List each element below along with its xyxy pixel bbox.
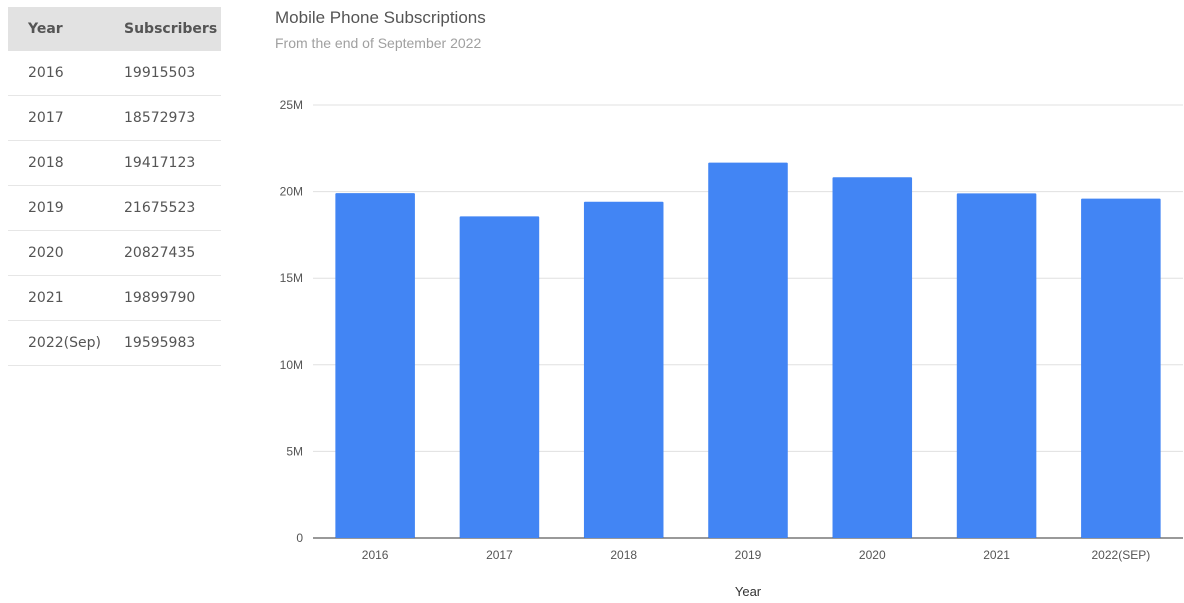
table-header-row: Year Subscribers: [8, 7, 221, 51]
bar: [583, 201, 664, 538]
table-row: 2021 19899790: [8, 275, 221, 321]
column-header-year: Year: [8, 7, 124, 51]
x-tick-label: 2020: [859, 548, 886, 562]
table-row: 2017 18572973: [8, 95, 221, 141]
subscribers-cell: 19595983: [124, 320, 221, 366]
table-row: 2020 20827435: [8, 230, 221, 276]
year-cell: 2020: [8, 230, 124, 276]
bar: [956, 193, 1037, 538]
year-cell: 2021: [8, 275, 124, 321]
year-cell: 2016: [8, 51, 124, 96]
table-row: 2016 19915503: [8, 51, 221, 96]
subscribers-cell: 18572973: [124, 95, 221, 141]
x-tick-label: 2022(SEP): [1092, 548, 1151, 562]
y-tick-label: 20M: [280, 185, 303, 199]
y-tick-label: 0: [296, 531, 303, 545]
year-cell: 2019: [8, 185, 124, 231]
table-row: 2019 21675523: [8, 185, 221, 231]
subscribers-cell: 20827435: [124, 230, 221, 276]
column-header-subscribers: Subscribers: [124, 7, 221, 51]
year-cell: 2017: [8, 95, 124, 141]
y-tick-label: 5M: [286, 444, 303, 458]
x-tick-label: 2016: [362, 548, 389, 562]
x-axis-title: Year: [735, 584, 762, 599]
y-tick-label: 25M: [280, 98, 303, 112]
year-cell: 2022(Sep): [8, 320, 124, 366]
y-tick-label: 10M: [280, 358, 303, 372]
chart-subtitle: From the end of September 2022: [275, 35, 482, 51]
bar: [708, 162, 788, 538]
year-cell: 2018: [8, 140, 124, 186]
subscribers-cell: 19417123: [124, 140, 221, 186]
bar: [335, 193, 415, 539]
table-row: 2022(Sep) 19595983: [8, 320, 221, 366]
x-tick-label: 2019: [735, 548, 762, 562]
x-tick-label: 2018: [610, 548, 637, 562]
y-tick-label: 15M: [280, 271, 303, 285]
subscribers-table: Year Subscribers 2016 19915503 2017 1857…: [8, 7, 221, 366]
chart-title: Mobile Phone Subscriptions: [275, 8, 486, 27]
x-tick-label: 2017: [486, 548, 513, 562]
bar: [1081, 198, 1161, 538]
table-row: 2018 19417123: [8, 140, 221, 186]
bar: [832, 177, 913, 538]
x-tick-label: 2021: [983, 548, 1010, 562]
subscribers-cell: 19899790: [124, 275, 221, 321]
subscribers-cell: 21675523: [124, 185, 221, 231]
bar: [459, 216, 540, 538]
subscribers-cell: 19915503: [124, 51, 221, 96]
